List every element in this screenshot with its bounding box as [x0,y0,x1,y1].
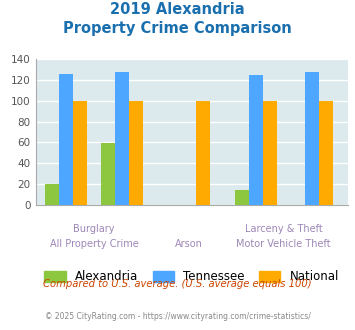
Text: Property Crime Comparison: Property Crime Comparison [63,21,292,36]
Bar [235,190,249,205]
Text: Compared to U.S. average. (U.S. average equals 100): Compared to U.S. average. (U.S. average … [43,279,312,289]
Text: Burglary: Burglary [73,224,115,234]
Text: © 2025 CityRating.com - https://www.cityrating.com/crime-statistics/: © 2025 CityRating.com - https://www.city… [45,312,310,321]
Bar [129,101,143,205]
Bar [101,144,115,205]
Text: All Property Crime: All Property Crime [50,239,138,249]
Text: Larceny & Theft: Larceny & Theft [245,224,323,234]
Bar [73,101,87,205]
Text: 2019 Alexandria: 2019 Alexandria [110,2,245,16]
Bar [45,184,59,205]
Bar [305,72,319,205]
Bar [263,101,277,205]
Bar [59,74,73,205]
Bar [115,72,129,205]
Bar [249,75,263,205]
Bar [319,101,333,205]
Text: Motor Vehicle Theft: Motor Vehicle Theft [236,239,331,249]
Bar [196,101,210,205]
Legend: Alexandria, Tennessee, National: Alexandria, Tennessee, National [40,266,344,288]
Text: Arson: Arson [175,239,203,249]
